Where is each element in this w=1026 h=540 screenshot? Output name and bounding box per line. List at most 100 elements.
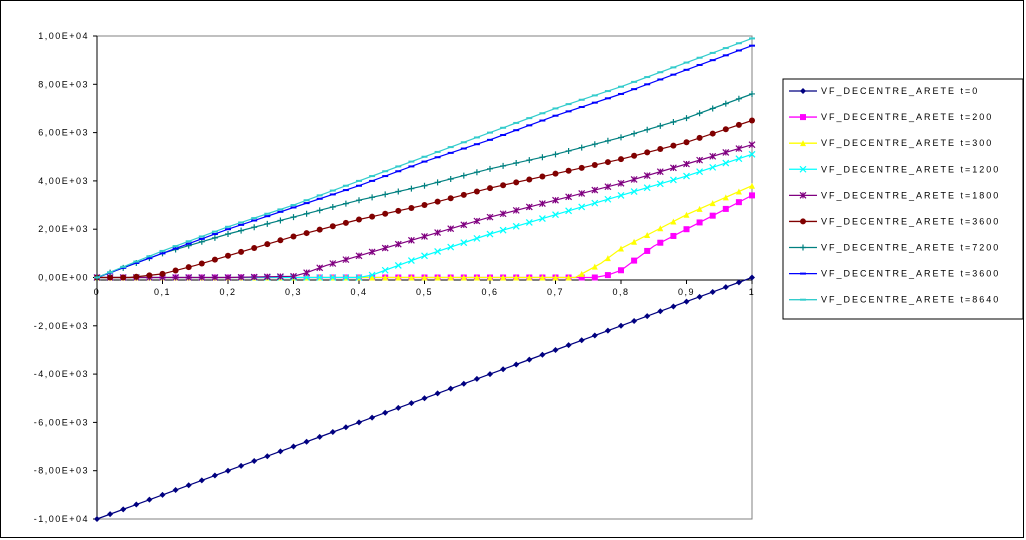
x-tick-label: 0,9 <box>678 287 695 297</box>
data-point <box>513 274 520 281</box>
data-point <box>618 322 624 329</box>
data-point <box>238 248 245 255</box>
data-point <box>342 424 349 431</box>
data-point <box>185 264 192 271</box>
data-point <box>800 244 806 251</box>
data-point <box>329 260 337 267</box>
data-point <box>631 238 638 245</box>
data-point <box>133 501 140 508</box>
data-point <box>565 147 572 154</box>
y-tick-label: 6,00E+03 <box>38 128 89 138</box>
data-point <box>342 200 349 207</box>
data-point <box>421 274 428 281</box>
data-point <box>447 225 455 233</box>
legend-item: VF_DECENTRE_ARETE t=200 <box>789 112 991 122</box>
data-point <box>526 356 533 363</box>
data-point <box>709 130 716 137</box>
data-point <box>617 179 625 187</box>
data-point <box>670 118 677 125</box>
data-point <box>578 274 585 281</box>
data-point <box>394 240 402 248</box>
data-point <box>159 491 166 498</box>
data-point <box>316 264 324 272</box>
data-point <box>657 239 664 246</box>
data-point <box>225 467 231 474</box>
data-point <box>526 274 533 281</box>
legend-item: VF_DECENTRE_ARETE t=1800 <box>789 190 1000 200</box>
data-point <box>656 168 664 176</box>
data-point <box>473 188 480 195</box>
data-point <box>264 220 271 227</box>
data-point <box>225 231 231 238</box>
data-point <box>696 205 703 212</box>
data-point <box>421 252 428 260</box>
data-point <box>342 274 350 281</box>
data-point <box>539 274 546 281</box>
legend-label: VF_DECENTRE_ARETE t=3600 <box>821 269 1000 279</box>
data-point <box>356 419 362 426</box>
data-point <box>644 247 651 254</box>
data-point <box>630 176 638 183</box>
data-point <box>709 163 717 171</box>
data-point <box>329 429 336 436</box>
legend-item: VF_DECENTRE_ARETE t=300 <box>789 138 991 148</box>
data-point <box>800 140 806 147</box>
data-point <box>473 274 480 281</box>
data-point <box>735 279 742 286</box>
x-tick-label: 1 <box>749 287 756 297</box>
legend-label: VF_DECENTRE_ARETE t=1800 <box>821 190 1000 200</box>
data-point <box>421 182 428 189</box>
legend: VF_DECENTRE_ARETE t=0 VF_DECENTRE_ARETE t… <box>782 78 1024 320</box>
data-point <box>185 482 192 489</box>
data-point <box>735 145 743 152</box>
data-point <box>512 222 520 230</box>
data-point <box>604 183 612 191</box>
data-point <box>421 233 428 240</box>
data-point <box>133 273 140 280</box>
data-point <box>198 477 205 484</box>
data-point <box>407 236 415 244</box>
data-point <box>316 274 324 281</box>
data-point <box>434 229 442 237</box>
data-point <box>799 165 807 173</box>
legend-item: VF_DECENTRE_ARETE t=3600 <box>789 269 1000 279</box>
data-point <box>591 332 598 339</box>
data-point <box>369 194 376 201</box>
data-point <box>696 219 703 226</box>
data-point <box>381 244 389 252</box>
data-point <box>211 274 219 281</box>
data-point <box>316 226 323 233</box>
data-point <box>748 141 756 149</box>
legend-item: VF_DECENTRE_ARETE t=0 <box>789 86 977 96</box>
data-point <box>749 274 755 281</box>
data-point <box>408 400 415 407</box>
data-point <box>395 207 402 214</box>
data-point <box>460 221 468 229</box>
x-tick-label: 0,7 <box>547 287 564 297</box>
data-point <box>722 159 730 167</box>
y-tick-label: -6,00E+03 <box>34 417 89 427</box>
data-point <box>512 206 520 214</box>
data-point <box>552 274 559 281</box>
series-8 <box>94 44 755 279</box>
data-point <box>578 164 585 171</box>
x-tick-label: 0,6 <box>481 287 498 297</box>
data-point <box>539 173 546 180</box>
series-6 <box>94 117 755 281</box>
data-point <box>395 404 402 411</box>
data-point <box>251 245 258 252</box>
data-point <box>539 154 546 161</box>
data-point <box>460 239 468 247</box>
y-tick-label: -4,00E+03 <box>34 369 89 379</box>
series-line <box>97 119 753 279</box>
data-point <box>486 230 494 238</box>
data-point <box>316 433 323 440</box>
data-point <box>643 172 651 180</box>
x-tick-label: 0,5 <box>416 287 433 297</box>
data-point <box>172 274 180 281</box>
legend-label: VF_DECENTRE_ARETE t=8640 <box>821 295 1000 305</box>
data-point <box>107 274 114 281</box>
data-point <box>120 274 127 281</box>
data-point <box>237 273 245 281</box>
